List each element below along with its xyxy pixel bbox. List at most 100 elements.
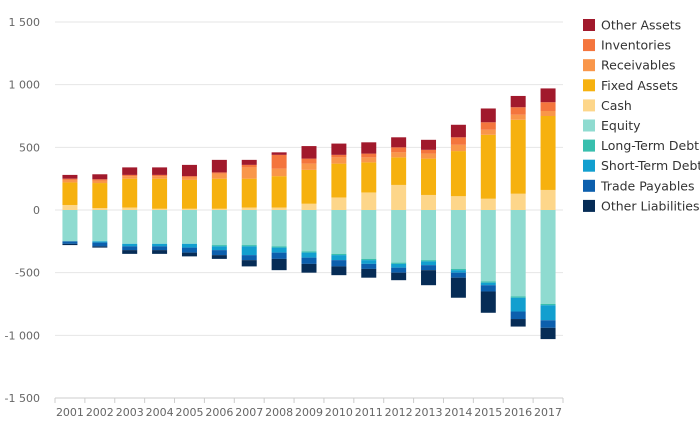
bar-segment bbox=[241, 159, 257, 165]
bar-segment bbox=[122, 178, 138, 208]
legend-swatch bbox=[583, 19, 595, 31]
bar-segment bbox=[450, 270, 466, 273]
bar-stack-2002 bbox=[92, 174, 108, 248]
bar-segment bbox=[122, 250, 138, 254]
bar-segment bbox=[361, 210, 377, 259]
bar-segment bbox=[62, 243, 78, 246]
bar-segment bbox=[241, 178, 257, 208]
bar-segment bbox=[450, 137, 466, 145]
bar-segment bbox=[510, 193, 526, 210]
bar-segment bbox=[122, 243, 138, 247]
bar-segment bbox=[122, 176, 138, 179]
bar-segment bbox=[480, 291, 496, 313]
bar-segment bbox=[421, 194, 437, 210]
bar-segment bbox=[421, 210, 437, 261]
legend-item: Cash bbox=[583, 98, 632, 113]
legend-label: Receivables bbox=[601, 58, 676, 73]
bar-segment bbox=[92, 210, 108, 242]
bar-segment bbox=[301, 158, 317, 164]
bar-segment bbox=[92, 208, 108, 210]
bar-segment bbox=[301, 263, 317, 273]
legend-item: Long-Term Debt bbox=[583, 138, 699, 153]
bar-segment bbox=[211, 173, 227, 179]
legend-label: Cash bbox=[601, 98, 632, 113]
bar-stack-2003 bbox=[122, 167, 138, 254]
legend-swatch bbox=[583, 179, 595, 192]
bar-segment bbox=[331, 253, 347, 256]
bar-segment bbox=[181, 177, 197, 180]
bar-segment bbox=[271, 154, 287, 169]
bar-segment bbox=[62, 204, 78, 210]
bar-segment bbox=[152, 246, 168, 251]
bar-segment bbox=[480, 285, 496, 292]
bar-stack-2015 bbox=[480, 108, 496, 313]
bar-segment bbox=[331, 157, 347, 164]
bar-segment bbox=[540, 304, 556, 306]
bar-segment bbox=[361, 263, 377, 269]
legend-swatch bbox=[583, 119, 595, 132]
legend-item: Other Assets bbox=[583, 18, 681, 33]
bar-segment bbox=[211, 172, 227, 174]
bar-segment bbox=[301, 203, 317, 210]
bar-segment bbox=[152, 208, 168, 210]
y-tick-label: 500 bbox=[19, 141, 40, 154]
x-tick-label: 2005 bbox=[175, 406, 203, 419]
bar-segment bbox=[331, 163, 347, 198]
x-tick-label: 2016 bbox=[504, 406, 532, 419]
bar-segment bbox=[62, 179, 78, 183]
bar-segment bbox=[181, 179, 197, 209]
bar-segment bbox=[421, 265, 437, 271]
x-tick-label: 2006 bbox=[205, 406, 233, 419]
bar-segment bbox=[152, 167, 168, 175]
bar-segment bbox=[181, 176, 197, 178]
bar-segment bbox=[480, 129, 496, 135]
legend-label: Other Assets bbox=[601, 18, 681, 33]
bar-segment bbox=[450, 124, 466, 138]
bar-segment bbox=[181, 252, 197, 257]
bar-segment bbox=[122, 167, 138, 175]
bar-segment bbox=[211, 208, 227, 210]
bar-segment bbox=[181, 208, 197, 210]
legend-item: Other Liabilities bbox=[583, 198, 700, 213]
legend-item: Short-Term Debt bbox=[583, 158, 700, 173]
y-tick-label: -500 bbox=[15, 267, 40, 280]
bar-stack-2009 bbox=[301, 146, 317, 273]
x-tick-label: 2004 bbox=[146, 406, 174, 419]
x-tick-label: 2007 bbox=[235, 406, 263, 419]
bar-segment bbox=[301, 257, 317, 264]
bar-segment bbox=[92, 242, 108, 247]
bar-segment bbox=[480, 210, 496, 282]
bar-segment bbox=[62, 182, 78, 205]
legend-swatch bbox=[583, 159, 595, 172]
bar-segment bbox=[391, 210, 407, 263]
bar-segment bbox=[211, 255, 227, 259]
bar-segment bbox=[450, 210, 466, 269]
x-tick-label: 2011 bbox=[355, 406, 383, 419]
bar-segment bbox=[62, 174, 78, 179]
x-tick-label: 2003 bbox=[116, 406, 144, 419]
bar-segment bbox=[510, 296, 526, 298]
bar-segment bbox=[510, 107, 526, 115]
bar-segment bbox=[361, 157, 377, 163]
bar-segment bbox=[301, 163, 317, 170]
bar-segment bbox=[391, 263, 407, 268]
bar-segment bbox=[450, 144, 466, 152]
legend-label: Long-Term Debt bbox=[601, 138, 699, 153]
bar-segment bbox=[450, 151, 466, 197]
bar-segment bbox=[421, 153, 437, 159]
bar-segment bbox=[122, 174, 138, 177]
bar-segment bbox=[331, 255, 347, 261]
bar-segment bbox=[301, 251, 317, 253]
bar-segment bbox=[540, 116, 556, 190]
bar-segment bbox=[480, 134, 496, 199]
bar-segment bbox=[301, 169, 317, 204]
bar-segment bbox=[211, 159, 227, 173]
bar-segment bbox=[152, 243, 168, 247]
bar-segment bbox=[211, 245, 227, 247]
bar-segment bbox=[271, 252, 287, 259]
bar-segment bbox=[152, 178, 168, 209]
bar-segment bbox=[211, 178, 227, 209]
bar-segment bbox=[450, 272, 466, 278]
bar-stack-2005 bbox=[181, 164, 197, 257]
